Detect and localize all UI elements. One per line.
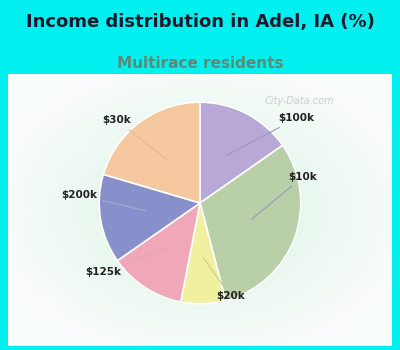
Text: Income distribution in Adel, IA (%): Income distribution in Adel, IA (%) <box>26 13 374 30</box>
Text: City-Data.com: City-Data.com <box>265 96 335 106</box>
Text: $20k: $20k <box>203 258 245 301</box>
Text: $10k: $10k <box>251 172 318 219</box>
Text: Multirace residents: Multirace residents <box>117 56 283 71</box>
Wedge shape <box>200 102 283 203</box>
Wedge shape <box>99 174 200 261</box>
Wedge shape <box>117 203 200 302</box>
Wedge shape <box>103 102 200 203</box>
Text: $125k: $125k <box>85 248 169 276</box>
Text: $100k: $100k <box>227 113 315 155</box>
Text: $30k: $30k <box>103 116 166 159</box>
Wedge shape <box>200 145 301 301</box>
Text: $200k: $200k <box>61 190 146 211</box>
Wedge shape <box>181 203 226 304</box>
